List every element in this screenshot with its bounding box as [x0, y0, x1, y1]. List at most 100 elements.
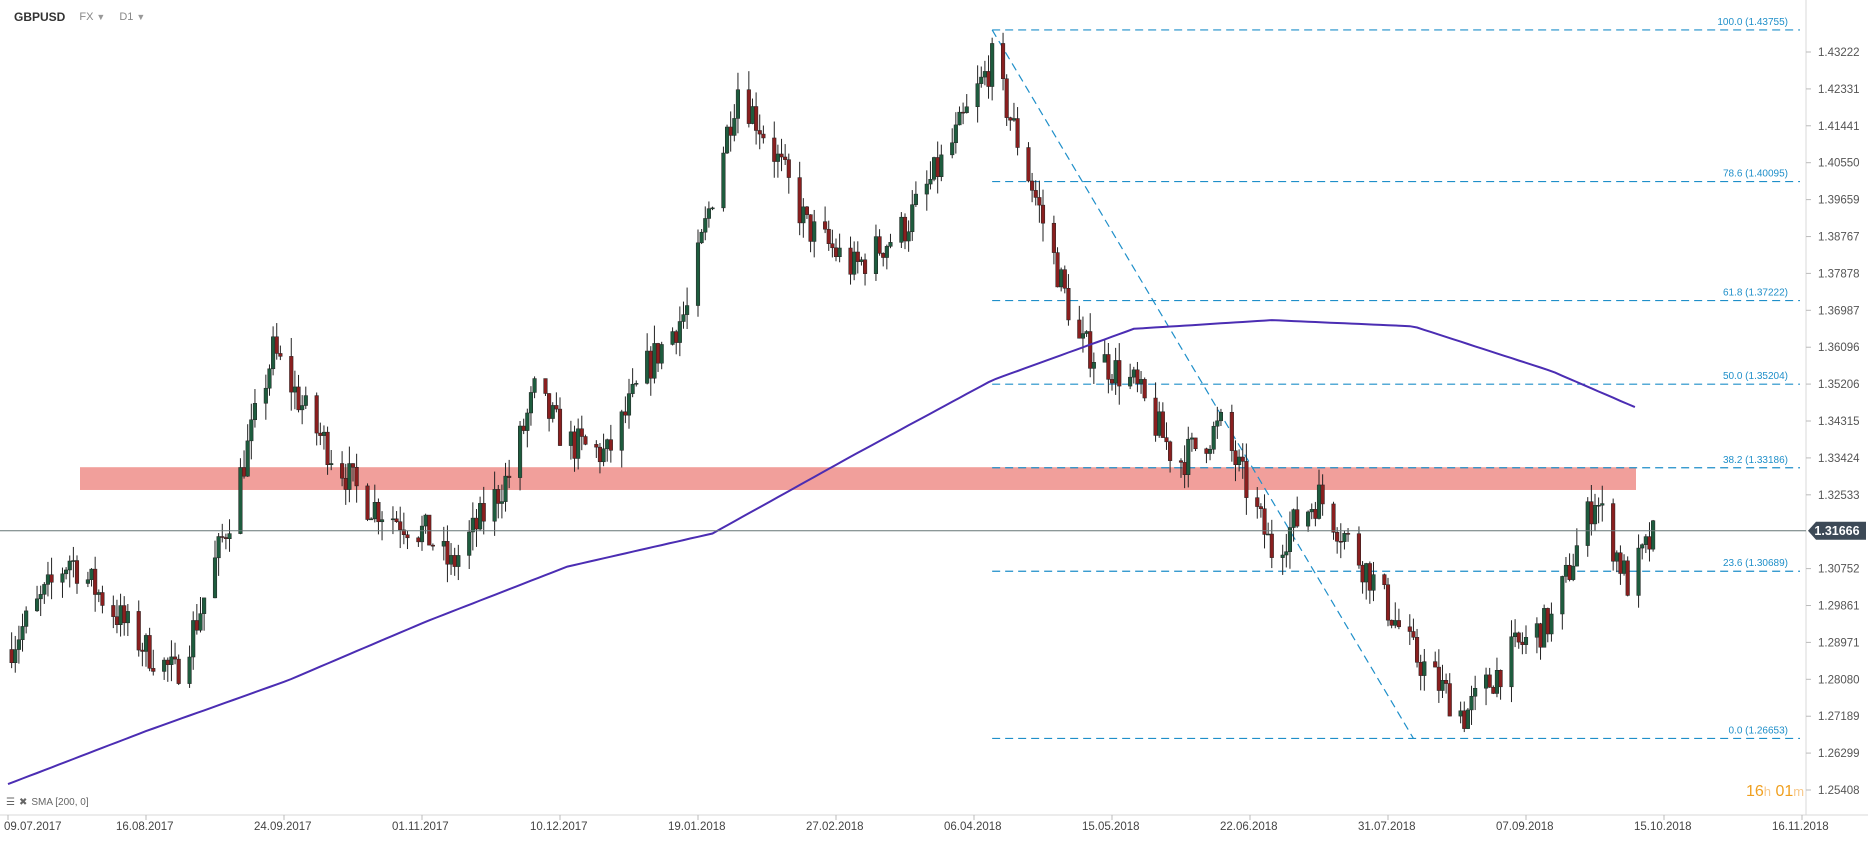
candle-bear	[583, 436, 588, 445]
candle-bull	[64, 569, 69, 575]
y-tick-label: 1.41441	[1818, 121, 1860, 133]
candle-bull	[518, 425, 523, 478]
candle-bear	[1204, 448, 1209, 454]
candle-bear	[376, 502, 381, 523]
candle-bull	[703, 218, 708, 233]
candle-bear	[1168, 441, 1173, 461]
candle-bull	[1287, 527, 1292, 552]
y-tick-label: 1.40550	[1818, 158, 1860, 170]
candle-bear	[1382, 574, 1387, 585]
candle-bear	[674, 331, 679, 343]
candle-bear	[521, 425, 526, 431]
candle-bear	[656, 343, 661, 364]
candle-bear	[507, 475, 512, 478]
candle-bear	[1415, 637, 1420, 663]
candle-bull	[1640, 544, 1645, 549]
candle-bull	[884, 246, 889, 258]
candle-bear	[74, 560, 80, 584]
candle-bear	[1033, 190, 1038, 198]
candle-bull	[499, 501, 504, 504]
candle-bear	[1520, 641, 1525, 645]
candle-bear	[278, 353, 283, 357]
candle-bull	[932, 157, 937, 180]
candle-bear	[833, 247, 839, 257]
candle-bull	[238, 467, 243, 534]
candle-bull	[950, 142, 955, 156]
candle-bull	[1080, 333, 1085, 339]
candle-bull	[1458, 710, 1463, 717]
market-label: FX	[79, 11, 94, 23]
chart-header: GBPUSD FX ▼ D1 ▼	[14, 10, 145, 24]
candle-bear	[165, 659, 170, 665]
candle-bear	[223, 537, 228, 540]
candle-bull	[42, 584, 47, 595]
candle-bear	[1346, 533, 1351, 535]
candle-bear	[1360, 564, 1365, 583]
x-tick-label: 24.09.2017	[254, 821, 312, 833]
candle-bear	[1589, 501, 1594, 525]
resistance-zone	[80, 467, 1636, 490]
candle-bear	[1433, 661, 1438, 668]
candle-bull	[1549, 613, 1554, 635]
candle-bull	[1651, 520, 1656, 550]
candle-bull	[1091, 362, 1096, 369]
timeframe-selector[interactable]: D1 ▼	[119, 11, 145, 23]
candle-bear	[481, 503, 486, 522]
candle-bull	[245, 440, 250, 477]
candle-bear	[100, 592, 105, 606]
candle-bear	[804, 206, 809, 215]
candle-bear	[1407, 626, 1412, 632]
candle-bull	[35, 598, 40, 612]
candle-bull	[735, 89, 740, 119]
candle-bear	[354, 466, 359, 487]
list-icon[interactable]: ☰	[6, 797, 15, 808]
candle-bear	[597, 446, 602, 463]
timeframe-label: D1	[119, 11, 134, 23]
candle-bear	[1320, 484, 1325, 505]
candle-bear	[848, 247, 853, 275]
candle-bull	[953, 124, 958, 144]
candle-bear	[757, 130, 762, 135]
candle-bear	[1164, 437, 1169, 443]
candle-bull	[1560, 576, 1565, 615]
candle-bull	[1473, 687, 1478, 697]
candle-bull	[1237, 456, 1242, 466]
candle-bull	[695, 242, 701, 306]
symbol-label[interactable]: GBPUSD	[14, 10, 66, 24]
candle-bear	[93, 568, 98, 595]
candle-bear	[1338, 541, 1343, 543]
candle-bull	[645, 350, 650, 384]
candle-bull	[899, 216, 904, 243]
candle-bull	[249, 419, 254, 442]
candle-bull	[503, 475, 508, 502]
candle-bull	[1364, 563, 1369, 583]
candle-bear	[111, 605, 116, 617]
candle-bull	[16, 639, 21, 650]
y-tick-label: 1.36096	[1818, 342, 1860, 354]
candle-bear	[296, 386, 301, 411]
candle-bear	[242, 467, 247, 477]
current-price-tag	[1808, 521, 1866, 540]
market-selector[interactable]: FX ▼	[79, 11, 105, 23]
candle-bear	[1269, 533, 1274, 558]
candle-bull	[1128, 376, 1133, 387]
candle-bull	[1614, 552, 1619, 562]
y-tick-label: 1.39659	[1818, 195, 1860, 207]
y-tick-label: 1.34315	[1818, 416, 1860, 428]
candle-bull	[619, 411, 624, 451]
candle-bull	[750, 106, 755, 124]
y-tick-label: 1.33424	[1818, 453, 1860, 465]
candle-bear	[772, 137, 777, 162]
candle-bull	[1189, 437, 1194, 440]
candle-bear	[754, 106, 759, 131]
x-tick-label: 07.09.2018	[1496, 821, 1554, 833]
candle-bear	[543, 378, 548, 394]
candle-bull	[71, 560, 76, 562]
candle-bull	[979, 76, 984, 84]
candle-bull	[1469, 695, 1474, 711]
close-icon[interactable]: ✖	[18, 797, 28, 808]
candle-bear	[1618, 552, 1623, 574]
candle-bear	[1117, 360, 1122, 387]
candle-bull	[928, 179, 933, 185]
